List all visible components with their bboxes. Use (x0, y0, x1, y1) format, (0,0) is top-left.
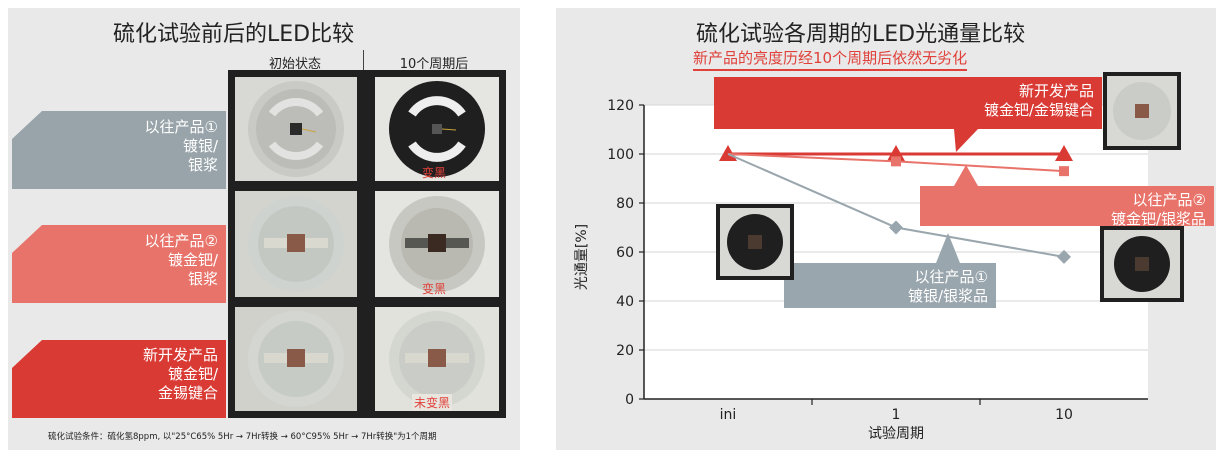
comparison-photo-panel: 硫化试验前后的LED比较 初始状态 10个周期后 以往产品① 镀银/ 银浆 以往… (8, 8, 520, 450)
y-axis-label: 光通量[%] (574, 224, 590, 290)
annotation-text-2: 以往产品② (1133, 191, 1206, 209)
column-divider (363, 50, 364, 70)
annotation-text-2: 镀金钯/银浆品 (1111, 210, 1206, 228)
row-label-product-1: 以往产品① 镀银/ 银浆 (144, 118, 218, 174)
row-label-shape-1 (12, 111, 226, 189)
row-label-product-3: 新开发产品 镀金钯/ 金锡键合 (142, 346, 218, 402)
column-header-initial: 初始状态 (268, 57, 321, 72)
led-photo-product-2-initial (235, 191, 357, 297)
led-photo-product-2-after (375, 191, 499, 297)
chart-subtitle: 新产品的亮度历经10个周期后依然无劣化 (693, 47, 968, 71)
led-photo-product-1-after (375, 77, 499, 181)
thumbnail-new-product-die (1135, 104, 1149, 118)
row-label-product-2: 以往产品② 镀金钯/ 银浆 (144, 232, 218, 288)
test-condition-footnote: 硫化试验条件：硫化氢8ppm, 以"25°C65% 5Hr → 7Hr转换 → … (48, 432, 437, 442)
annotation-box-2 (920, 186, 1214, 226)
annotation-pointer-2 (954, 165, 978, 186)
x-tick-label: ini (720, 407, 737, 423)
led-photo-product-3-after (375, 307, 499, 411)
annotation-text-3: 以往产品① (915, 268, 988, 286)
series-point (891, 156, 901, 167)
series-point (1059, 166, 1069, 177)
annotation-text-1: 镀金钯/金锡键合 (984, 101, 1094, 119)
x-axis-label: 试验周期 (868, 426, 924, 442)
after-note-product-1: 变黑 (422, 166, 447, 180)
annotation-text-1: 新开发产品 (1019, 82, 1094, 100)
chart-title: 硫化试验各周期的LED光通量比较 (696, 22, 1026, 47)
annotation-pointer-1 (954, 129, 978, 152)
x-tick-label: 1 (892, 407, 901, 423)
y-tick-label: 20 (616, 343, 634, 359)
thumbnail-product-2-die (1135, 257, 1149, 271)
series-point (1057, 249, 1071, 264)
y-tick-label: 0 (625, 392, 634, 408)
annotation-pointer-3 (936, 233, 960, 263)
series-point (889, 220, 903, 235)
x-tick-label: 10 (1055, 407, 1073, 423)
thumbnail-product-1-die (748, 235, 762, 249)
y-tick-label: 100 (607, 147, 634, 163)
row-label-shape-3 (12, 340, 226, 418)
annotation-box-3 (784, 263, 996, 308)
after-note-product-2: 变黑 (422, 282, 447, 296)
annotation-box-1 (714, 77, 1102, 129)
y-tick-label: 80 (616, 196, 634, 212)
column-header-after-10-cycles: 10个周期后 (399, 57, 469, 72)
annotation-text-3: 镀银/银浆品 (908, 287, 988, 305)
y-tick-label: 120 (607, 98, 634, 114)
left-panel-title: 硫化试验前后的LED比较 (113, 22, 355, 47)
y-tick-label: 60 (616, 245, 634, 261)
row-label-shape-2 (12, 225, 226, 303)
y-tick-label: 40 (616, 294, 634, 310)
luminous-flux-chart-panel: 硫化试验各周期的LED光通量比较 新产品的亮度历经10个周期后依然无劣化 0 20… (556, 8, 1216, 450)
after-note-product-3: 未变黑 (412, 394, 453, 411)
series-point (1055, 145, 1073, 161)
led-photo-product-3-initial (235, 307, 357, 411)
led-photo-product-1-initial (235, 77, 357, 181)
